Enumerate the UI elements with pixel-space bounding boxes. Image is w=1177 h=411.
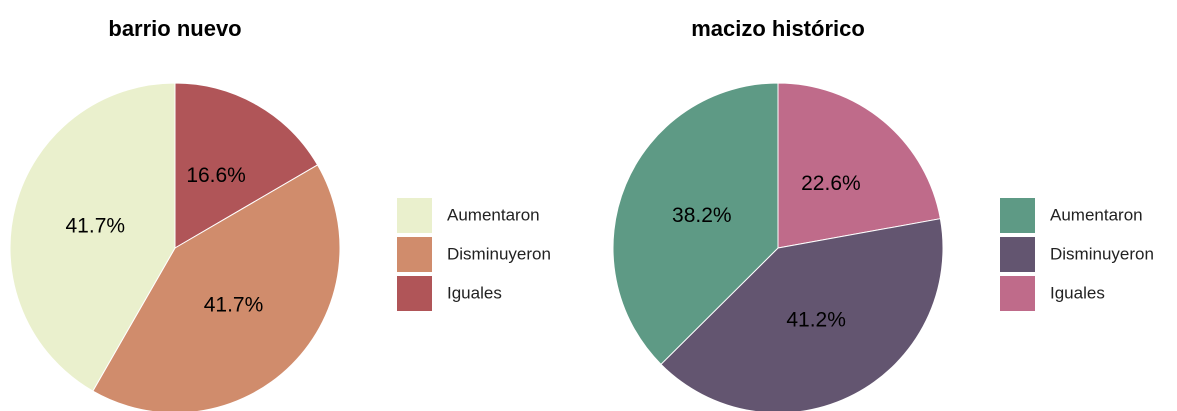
legend-key [397, 237, 432, 272]
chart-title: barrio nuevo [108, 16, 241, 41]
legend-key [1000, 198, 1035, 233]
legend-label: Disminuyeron [1050, 244, 1154, 263]
data-label: 38.2% [672, 204, 732, 227]
pie-slice [9, 82, 176, 392]
data-label: 41.7% [66, 214, 126, 237]
legend-key [1000, 276, 1035, 311]
data-label: 41.7% [204, 294, 264, 317]
legend-label: Iguales [1050, 283, 1105, 302]
legend-key [397, 276, 432, 311]
pie-slice [612, 82, 779, 366]
chart-title: macizo histórico [691, 16, 865, 41]
data-label: 16.6% [186, 164, 246, 187]
legend-key [397, 198, 432, 233]
legend-label: Aumentaron [1050, 205, 1143, 224]
pie-slice [174, 82, 319, 249]
data-label: 41.2% [786, 309, 846, 332]
pie-slice [777, 82, 941, 249]
legend-label: Iguales [447, 283, 502, 302]
legend-key [1000, 237, 1035, 272]
legend-label: Aumentaron [447, 205, 540, 224]
legend-label: Disminuyeron [447, 244, 551, 263]
data-label: 22.6% [801, 172, 861, 195]
pie-slice [660, 218, 944, 411]
